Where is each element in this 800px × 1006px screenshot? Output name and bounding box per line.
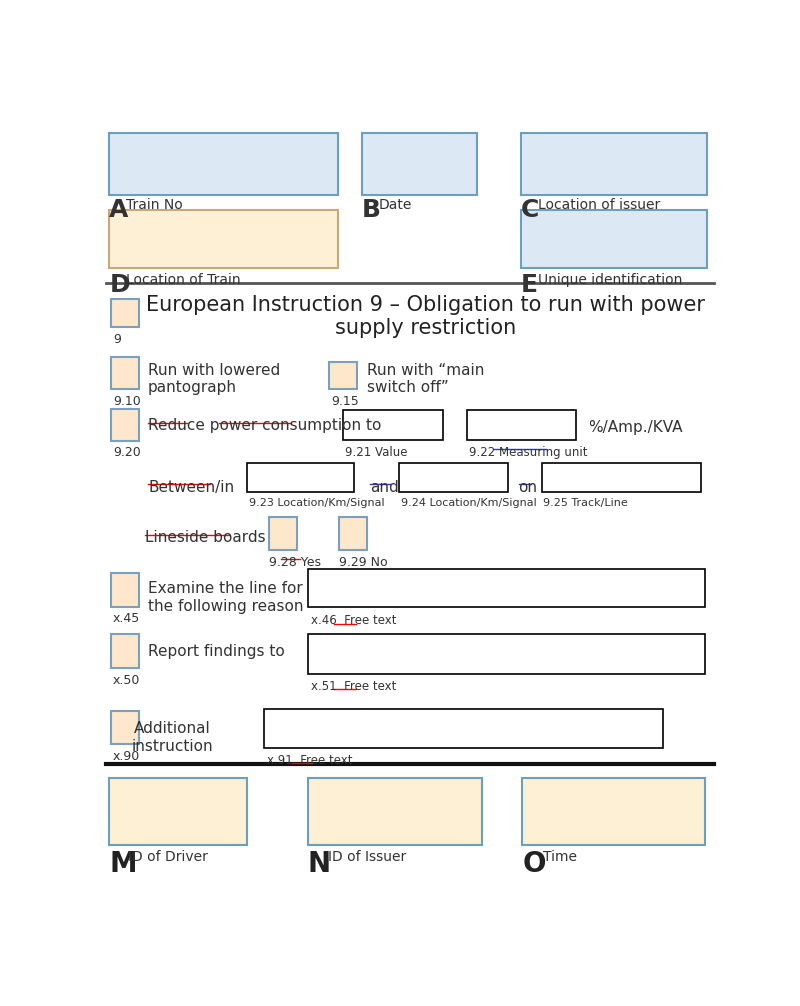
Bar — [111, 572, 138, 607]
Text: x.91  Free text: x.91 Free text — [267, 753, 353, 767]
Text: O: O — [522, 850, 546, 878]
Text: x.46  Free text: x.46 Free text — [310, 615, 396, 628]
Text: Examine the line for
the following reason: Examine the line for the following reaso… — [148, 581, 303, 614]
Text: x.90: x.90 — [112, 749, 140, 763]
Text: M: M — [110, 850, 137, 878]
Text: 9: 9 — [113, 333, 121, 346]
Bar — [110, 133, 338, 194]
Bar — [521, 210, 707, 268]
Text: 9.25 Track/Line: 9.25 Track/Line — [543, 498, 628, 508]
Bar — [343, 410, 442, 440]
Bar — [111, 300, 138, 327]
Bar — [362, 133, 477, 194]
Text: 9.10: 9.10 — [113, 394, 141, 407]
Text: 9.15: 9.15 — [331, 394, 358, 407]
Text: ID of Driver: ID of Driver — [128, 850, 208, 864]
Text: Run with “main
switch off”: Run with “main switch off” — [366, 362, 484, 395]
Text: C: C — [521, 198, 539, 222]
Bar — [338, 516, 366, 550]
Text: and: and — [370, 480, 398, 495]
Bar — [399, 463, 508, 492]
Bar — [521, 133, 707, 194]
Text: European Instruction 9 – Obligation to run with power
supply restriction: European Instruction 9 – Obligation to r… — [146, 295, 705, 338]
Text: Unique identification: Unique identification — [538, 274, 682, 287]
Bar — [330, 362, 358, 389]
Bar — [467, 410, 576, 440]
Bar — [308, 568, 705, 608]
Bar — [111, 710, 138, 744]
Text: A: A — [110, 198, 129, 222]
Text: 9.28 Yes: 9.28 Yes — [269, 555, 321, 568]
Bar — [111, 408, 138, 441]
Text: D: D — [110, 274, 130, 297]
Text: 9.24 Location/Km/Signal: 9.24 Location/Km/Signal — [401, 498, 537, 508]
Text: Reduce power consumption to: Reduce power consumption to — [148, 417, 382, 433]
Text: 9.22 Measuring unit: 9.22 Measuring unit — [469, 446, 587, 459]
Text: Location of Train: Location of Train — [126, 274, 241, 287]
Text: E: E — [521, 274, 538, 297]
Text: Train No: Train No — [126, 198, 183, 212]
Text: Time: Time — [542, 850, 577, 864]
Text: 9.20: 9.20 — [113, 447, 141, 460]
Bar — [111, 357, 138, 389]
Text: x.50: x.50 — [112, 674, 140, 686]
Bar — [247, 463, 354, 492]
Bar — [110, 778, 247, 845]
Text: x.45: x.45 — [112, 612, 140, 625]
Text: Report findings to: Report findings to — [148, 644, 285, 659]
Text: Lineside boards: Lineside boards — [145, 530, 266, 545]
Bar — [542, 463, 701, 492]
Text: Date: Date — [379, 198, 412, 212]
Bar — [264, 709, 662, 747]
Text: Run with lowered
pantograph: Run with lowered pantograph — [148, 362, 280, 395]
Text: ID of Issuer: ID of Issuer — [328, 850, 406, 864]
Text: Between/in: Between/in — [148, 480, 234, 495]
Text: 9.29 No: 9.29 No — [338, 555, 387, 568]
Bar — [522, 778, 705, 845]
Bar — [308, 778, 482, 845]
Text: 9.23 Location/Km/Signal: 9.23 Location/Km/Signal — [249, 498, 385, 508]
Text: Additional
instruction: Additional instruction — [131, 721, 213, 753]
Text: on: on — [518, 480, 538, 495]
Text: B: B — [362, 198, 381, 222]
Bar — [111, 635, 138, 668]
Bar — [308, 634, 705, 674]
Text: 9.21 Value: 9.21 Value — [345, 446, 407, 459]
Text: Location of issuer: Location of issuer — [538, 198, 660, 212]
Text: %/Amp./KVA: %/Amp./KVA — [588, 420, 682, 435]
Bar — [269, 516, 297, 550]
Text: N: N — [308, 850, 331, 878]
Bar — [110, 210, 338, 268]
Text: x.51  Free text: x.51 Free text — [310, 680, 396, 693]
